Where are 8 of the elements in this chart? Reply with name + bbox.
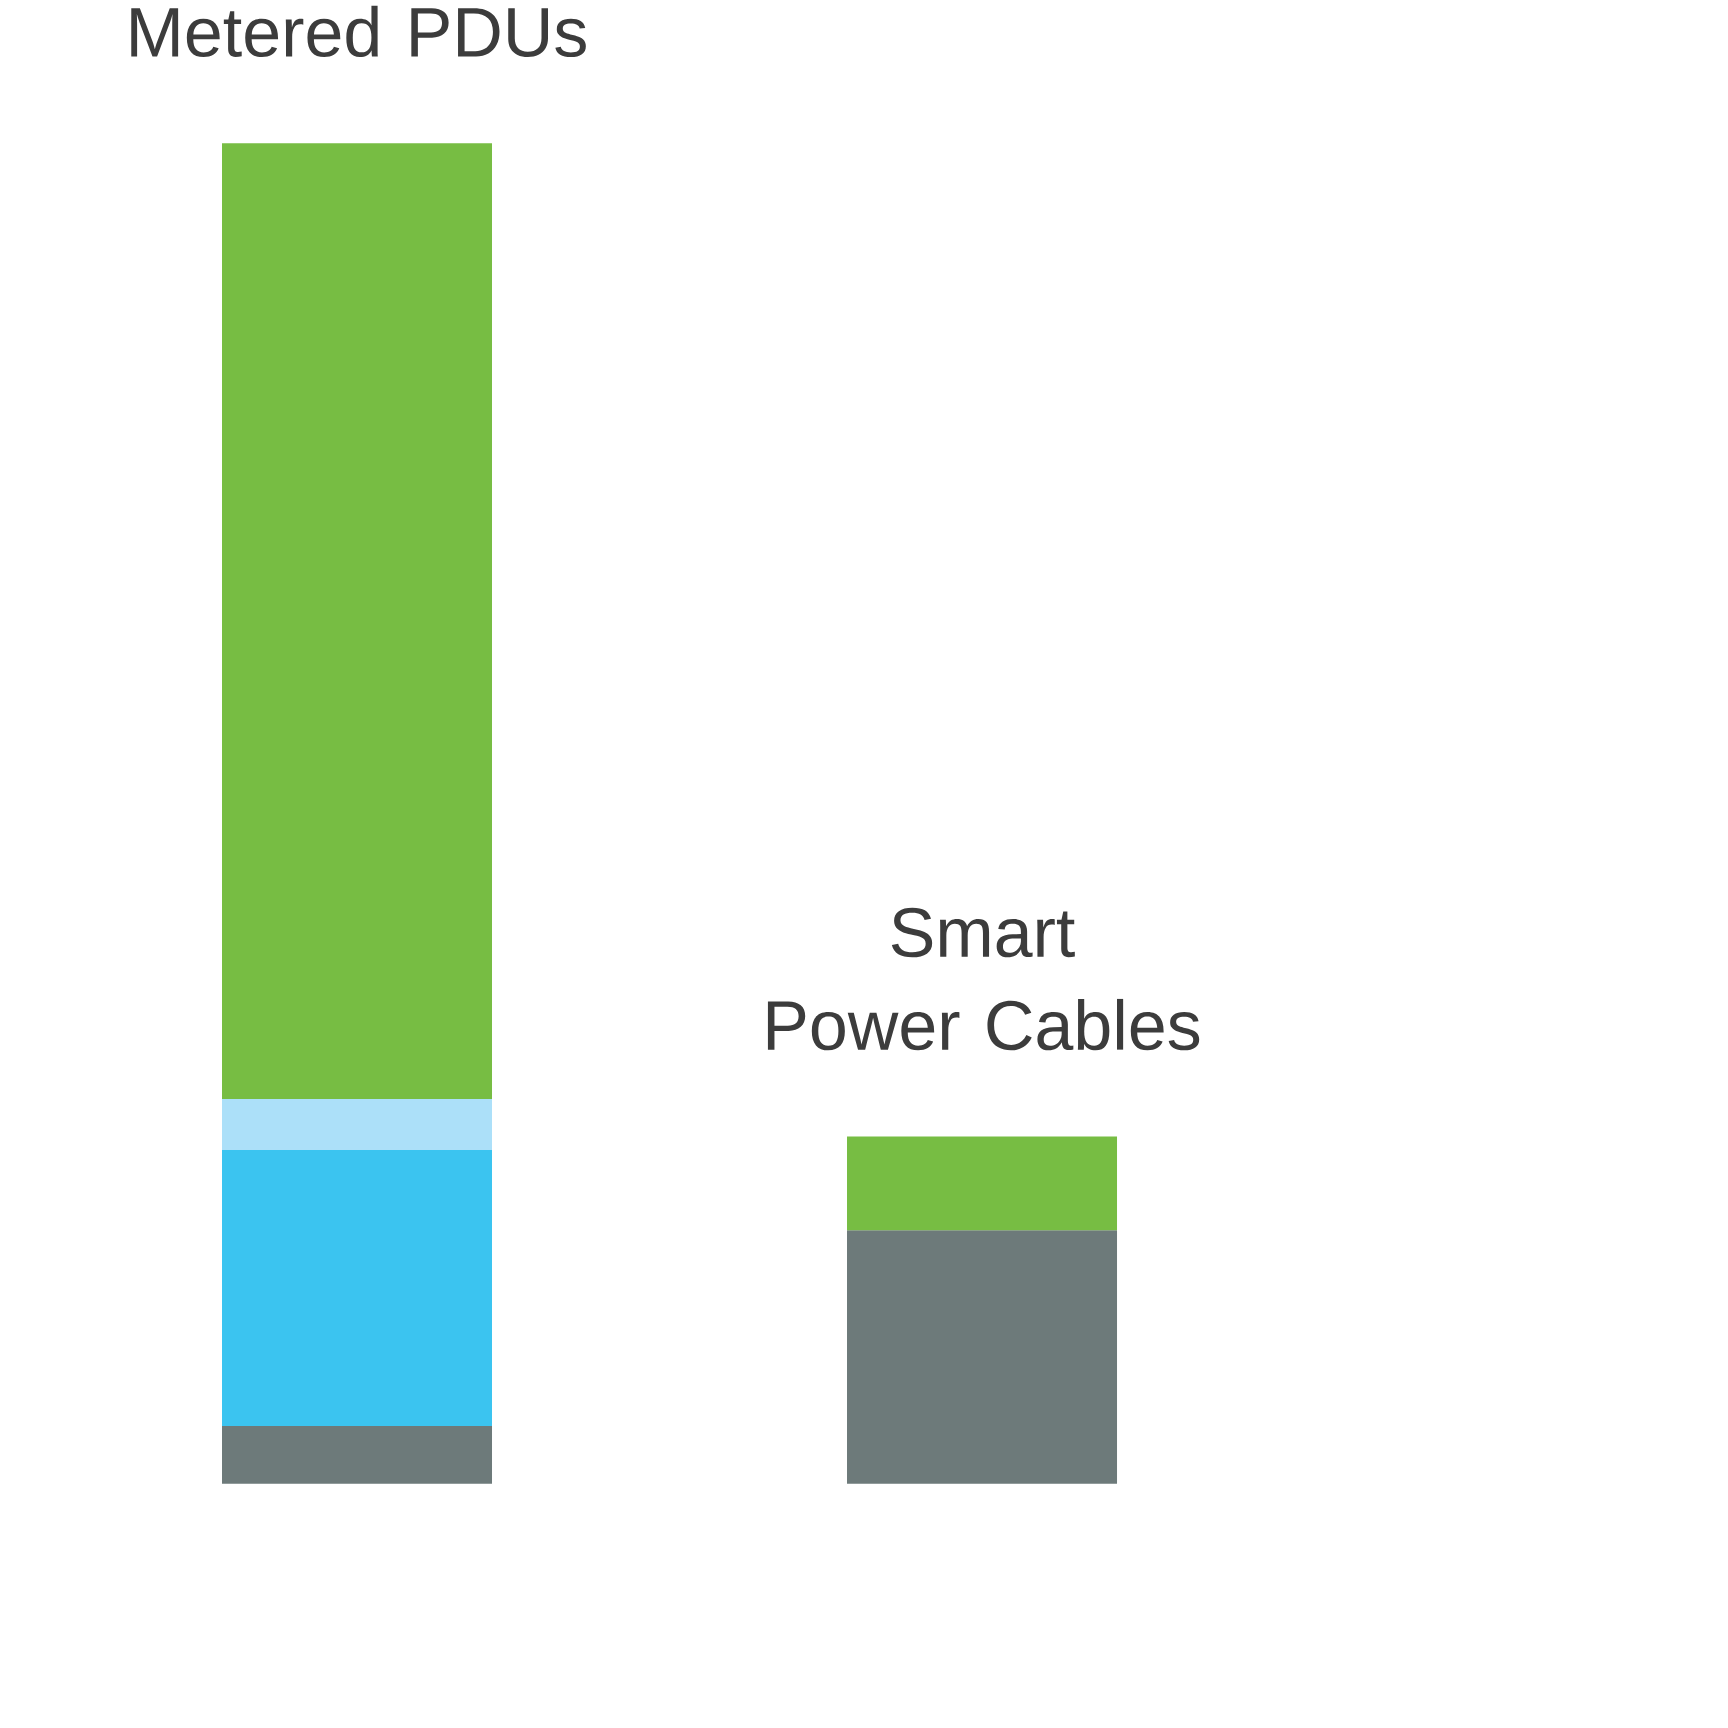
bar [222, 1149, 493, 1427]
bar [222, 143, 493, 1099]
x-tick-label: Smart Power Cables [767, 907, 1200, 1051]
bar [222, 1426, 493, 1484]
bar [847, 1136, 1118, 1231]
x-tick-label: Metered PDUs [131, 5, 586, 58]
bar [222, 1099, 493, 1150]
bar [847, 1230, 1118, 1484]
